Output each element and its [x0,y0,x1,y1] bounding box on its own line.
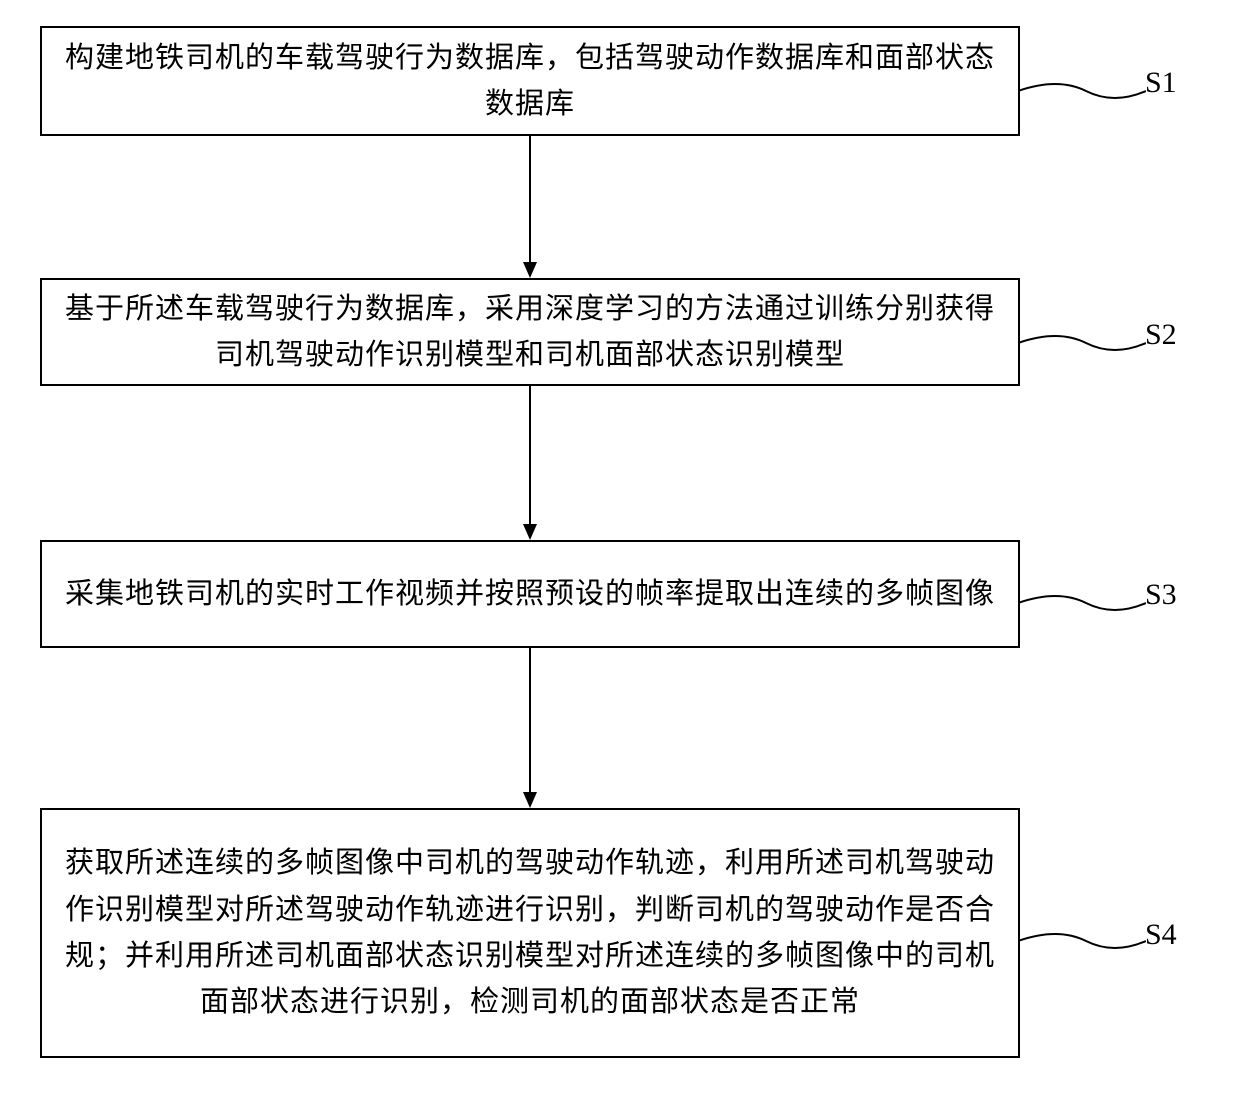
step-text-s3: 采集地铁司机的实时工作视频并按照预设的帧率提取出连续的多帧图像 [65,571,995,617]
step-box-s1: 构建地铁司机的车载驾驶行为数据库，包括驾驶动作数据库和面部状态数据库 [40,26,1020,136]
arrow-s3-s4 [520,648,540,813]
step-text-s4: 获取所述连续的多帧图像中司机的驾驶动作轨迹，利用所述司机驾驶动作识别模型对所述驾… [62,840,998,1026]
step-connector-s1 [1018,80,1146,102]
step-connector-s2 [1018,332,1146,354]
step-text-s1: 构建地铁司机的车载驾驶行为数据库，包括驾驶动作数据库和面部状态数据库 [62,35,998,128]
step-text-s2: 基于所述车载驾驶行为数据库，采用深度学习的方法通过训练分别获得司机驾驶动作识别模… [62,286,998,379]
step-label-s4: S4 [1145,918,1177,952]
step-box-s2: 基于所述车载驾驶行为数据库，采用深度学习的方法通过训练分别获得司机驾驶动作识别模… [40,278,1020,386]
flowchart-container: 构建地铁司机的车载驾驶行为数据库，包括驾驶动作数据库和面部状态数据库 S1 基于… [0,0,1240,1104]
step-box-s3: 采集地铁司机的实时工作视频并按照预设的帧率提取出连续的多帧图像 [40,540,1020,648]
arrow-s1-s2 [520,136,540,283]
step-connector-s3 [1018,592,1146,614]
step-connector-s4 [1018,930,1146,952]
step-label-s1: S1 [1145,66,1177,100]
arrow-s2-s3 [520,386,540,545]
step-box-s4: 获取所述连续的多帧图像中司机的驾驶动作轨迹，利用所述司机驾驶动作识别模型对所述驾… [40,808,1020,1058]
step-label-s2: S2 [1145,318,1177,352]
step-label-s3: S3 [1145,578,1177,612]
